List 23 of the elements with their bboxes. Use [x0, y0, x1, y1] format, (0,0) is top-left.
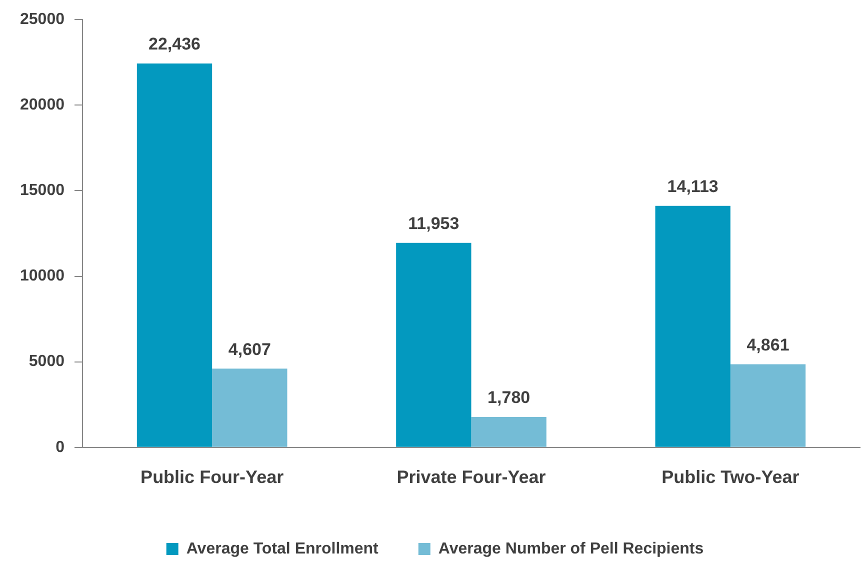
legend-label: Average Total Enrollment [186, 540, 380, 558]
bar [730, 364, 806, 447]
x-tick-label: Public Two-Year [662, 467, 800, 488]
bar [471, 416, 546, 447]
bar [136, 63, 212, 447]
bar [396, 242, 472, 447]
data-label: 22,436 [148, 34, 200, 54]
data-label: 14,113 [667, 177, 718, 196]
data-label: 4,861 [746, 335, 790, 354]
y-tick-label: 20000 [20, 96, 65, 114]
data-label: 4,607 [228, 340, 271, 359]
bar [212, 368, 288, 447]
x-tick-label: Public Four-Year [140, 467, 284, 488]
y-tick-label: 15000 [20, 182, 65, 200]
bar [655, 206, 730, 447]
data-label: 1,780 [488, 388, 530, 408]
y-tick-label: 25000 [20, 11, 65, 28]
data-label: 11,953 [408, 214, 460, 234]
y-tick-label: 5000 [28, 353, 65, 370]
legend-label: Average Number of Pell Recipients [438, 540, 704, 558]
x-tick-label: Private Four-Year [396, 467, 546, 488]
y-tick-label: 10000 [20, 268, 65, 285]
y-tick-label: 0 [56, 438, 65, 456]
